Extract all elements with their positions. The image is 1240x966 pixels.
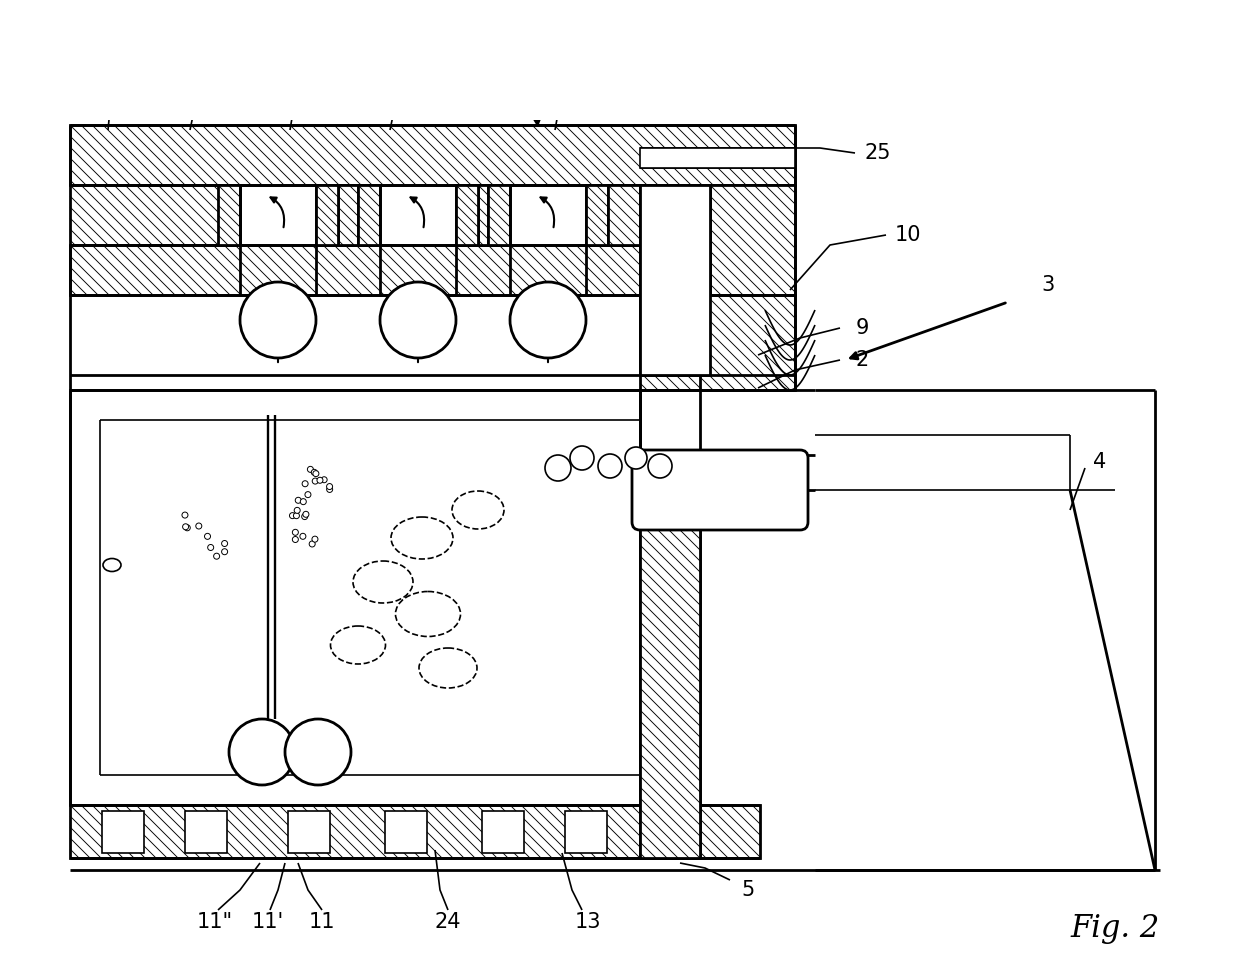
Circle shape xyxy=(312,470,319,476)
Bar xyxy=(608,185,640,245)
Circle shape xyxy=(207,545,213,551)
Circle shape xyxy=(222,549,228,554)
Bar xyxy=(456,185,477,245)
Circle shape xyxy=(305,492,311,497)
Bar xyxy=(565,810,608,853)
Bar xyxy=(0,0,68,966)
Circle shape xyxy=(295,497,301,503)
Ellipse shape xyxy=(103,558,122,572)
Circle shape xyxy=(196,523,202,529)
Circle shape xyxy=(311,469,317,475)
Circle shape xyxy=(300,533,306,539)
Text: 1: 1 xyxy=(526,33,538,53)
Bar xyxy=(69,390,640,805)
Bar xyxy=(218,185,241,245)
Bar xyxy=(477,185,489,245)
Bar xyxy=(0,0,1240,120)
Circle shape xyxy=(229,719,295,785)
Circle shape xyxy=(205,533,211,539)
Circle shape xyxy=(241,282,316,358)
Circle shape xyxy=(289,513,295,519)
Circle shape xyxy=(326,484,332,490)
Circle shape xyxy=(312,478,319,484)
Text: 13: 13 xyxy=(575,912,601,932)
Circle shape xyxy=(326,487,332,493)
Text: 11': 11' xyxy=(252,912,284,932)
Text: 14: 14 xyxy=(392,37,418,57)
Circle shape xyxy=(303,481,308,487)
Bar xyxy=(384,810,427,853)
Bar xyxy=(640,490,701,858)
Bar xyxy=(69,185,241,245)
Circle shape xyxy=(182,524,188,529)
Text: Fig. 2: Fig. 2 xyxy=(1070,913,1159,944)
Bar xyxy=(69,805,760,858)
Text: 10: 10 xyxy=(895,225,921,245)
Circle shape xyxy=(317,477,322,483)
Circle shape xyxy=(285,719,351,785)
Circle shape xyxy=(625,447,647,469)
Circle shape xyxy=(598,454,622,478)
FancyBboxPatch shape xyxy=(632,450,808,530)
Text: 9: 9 xyxy=(295,37,309,57)
Circle shape xyxy=(294,507,300,513)
Circle shape xyxy=(312,536,317,542)
Bar xyxy=(102,810,144,853)
Circle shape xyxy=(309,541,315,547)
Circle shape xyxy=(293,529,299,535)
Circle shape xyxy=(649,454,672,478)
Bar xyxy=(316,185,339,245)
Circle shape xyxy=(213,554,219,559)
Text: 2: 2 xyxy=(856,350,869,370)
Text: 3: 3 xyxy=(1042,275,1055,295)
Text: 11: 11 xyxy=(309,912,335,932)
Circle shape xyxy=(379,282,456,358)
Text: 14: 14 xyxy=(192,37,218,57)
Circle shape xyxy=(185,525,190,530)
Text: 4: 4 xyxy=(1094,452,1106,472)
Circle shape xyxy=(570,446,594,470)
Bar xyxy=(489,185,510,245)
Circle shape xyxy=(321,477,327,483)
Bar xyxy=(482,810,525,853)
Text: 25: 25 xyxy=(864,143,892,163)
Circle shape xyxy=(293,536,299,543)
Circle shape xyxy=(300,498,306,504)
Bar xyxy=(69,125,795,185)
Text: 11": 11" xyxy=(197,912,233,932)
Bar xyxy=(711,185,795,295)
Bar xyxy=(185,810,227,853)
Text: 14: 14 xyxy=(554,37,582,57)
Bar xyxy=(69,245,640,295)
Bar xyxy=(339,185,358,245)
Circle shape xyxy=(222,541,228,547)
Bar xyxy=(587,185,608,245)
Circle shape xyxy=(294,513,299,519)
Bar xyxy=(288,810,330,853)
Bar xyxy=(358,185,379,245)
Circle shape xyxy=(303,511,309,518)
Circle shape xyxy=(510,282,587,358)
Circle shape xyxy=(182,512,188,518)
Text: 24: 24 xyxy=(435,912,461,932)
Circle shape xyxy=(301,514,308,520)
Text: 5: 5 xyxy=(742,880,755,900)
Bar xyxy=(640,148,795,168)
Text: 13: 13 xyxy=(99,37,125,57)
Bar xyxy=(640,295,795,390)
Text: 9: 9 xyxy=(856,318,869,338)
Circle shape xyxy=(308,467,314,472)
Bar xyxy=(640,185,711,375)
Circle shape xyxy=(546,455,570,481)
